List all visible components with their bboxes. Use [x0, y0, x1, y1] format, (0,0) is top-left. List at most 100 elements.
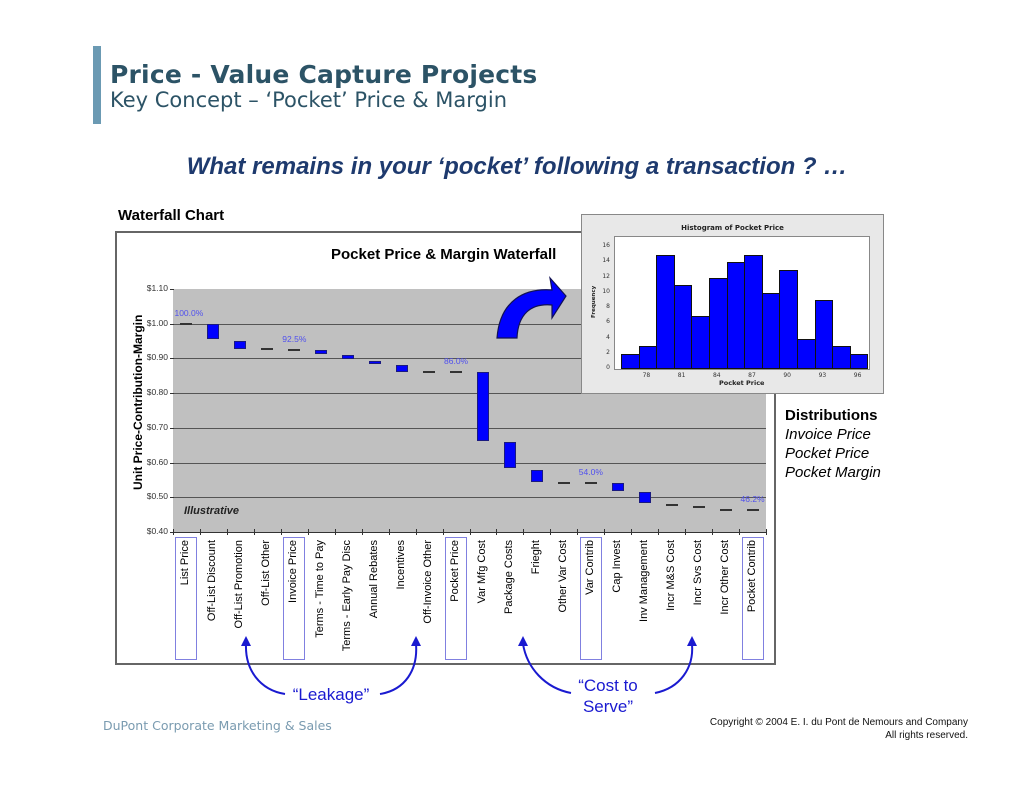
- histogram-y-tick: 8: [606, 303, 610, 310]
- waterfall-level-marker: [261, 348, 274, 351]
- y-tick-label: $0.50: [146, 491, 168, 502]
- slide-subtitle: Key Concept – ‘Pocket’ Price & Margin: [110, 88, 508, 112]
- histogram-bar: [744, 254, 763, 369]
- histogram-y-tick: 4: [606, 333, 610, 341]
- y-tick-mark: [170, 289, 174, 290]
- y-tick-label: $1.00: [146, 317, 168, 328]
- histogram-bar: [761, 292, 781, 369]
- histogram-bar: [621, 353, 640, 369]
- waterfall-bar: [638, 492, 651, 504]
- histogram-x-tick: 84: [712, 372, 721, 379]
- highlight-box: [175, 537, 198, 660]
- histogram-y-tick: 12: [602, 272, 610, 280]
- histogram-bar: [797, 338, 816, 369]
- percentage-annotation: 92.5%: [282, 333, 307, 344]
- percentage-annotation: 86.0%: [444, 356, 469, 367]
- waterfall-level-marker: [719, 509, 732, 512]
- category-label: Terms - Time to Pay: [314, 540, 327, 638]
- histogram-bar: [691, 315, 710, 369]
- x-tick-mark: [550, 529, 552, 535]
- highlight-box: [579, 537, 602, 660]
- category-label: Incr Other Cost: [718, 540, 731, 615]
- waterfall-bar: [369, 360, 382, 364]
- waterfall-bar: [315, 349, 328, 354]
- x-tick-mark: [361, 529, 363, 535]
- y-tick-mark: [170, 462, 174, 464]
- waterfall-section-label: Waterfall Chart: [118, 207, 225, 224]
- title-accent-bar: [93, 46, 101, 124]
- x-tick-mark: [739, 529, 741, 535]
- category-label: Off-List Promotion: [233, 540, 246, 629]
- y-tick-mark: [170, 358, 174, 360]
- x-tick-mark: [658, 529, 660, 535]
- histogram-plot-area: [614, 236, 870, 370]
- y-tick-label: $0.90: [146, 352, 168, 363]
- y-tick-mark: [170, 323, 174, 325]
- waterfall-level-marker: [746, 509, 759, 512]
- category-label: Pocket Contrib: [745, 540, 758, 613]
- x-tick-mark: [253, 529, 255, 535]
- histogram-bar: [779, 269, 798, 369]
- y-tick-label: $0.70: [146, 421, 168, 432]
- histogram-y-tick: 16: [602, 242, 610, 249]
- x-tick-mark: [280, 529, 282, 535]
- distributions-heading: Distributions: [785, 407, 878, 424]
- x-tick-mark: [173, 529, 174, 535]
- gridline: [173, 323, 766, 325]
- category-label: Terms - Early Pay Disc: [341, 540, 354, 652]
- highlight-box: [283, 537, 306, 660]
- highlight-box: [741, 537, 764, 660]
- illustrative-label: Illustrative: [184, 505, 240, 517]
- percentage-annotation: 46.2%: [740, 494, 765, 505]
- x-tick-mark: [577, 529, 579, 535]
- highlight-box: [445, 537, 468, 660]
- waterfall-bar: [207, 323, 220, 340]
- waterfall-level-marker: [584, 482, 597, 485]
- histogram-bar: [814, 300, 834, 369]
- y-tick-mark: [170, 497, 174, 499]
- x-tick-mark: [766, 529, 767, 535]
- histogram-bar: [673, 285, 693, 369]
- histogram-x-tick: 87: [748, 372, 756, 379]
- y-tick-mark: [170, 393, 174, 395]
- copyright-line: Copyright © 2004 E. I. du Pont de Nemour…: [709, 717, 968, 728]
- waterfall-level-marker: [557, 482, 570, 485]
- histogram-y-tick: 6: [606, 318, 610, 326]
- waterfall-bar: [476, 372, 489, 441]
- histogram-x-tick: 93: [818, 372, 827, 379]
- waterfall-bar: [396, 364, 409, 372]
- x-tick-mark: [307, 529, 309, 535]
- histogram-y-tick: 0: [606, 364, 610, 371]
- x-tick-mark: [469, 529, 471, 535]
- waterfall-bar: [342, 354, 355, 360]
- distribution-pocket-margin: Pocket Margin: [785, 464, 881, 481]
- category-label: Cap Invest: [610, 540, 623, 593]
- x-tick-mark: [631, 529, 633, 535]
- rights-line: All rights reserved.: [885, 730, 968, 741]
- category-label: Incentives: [395, 540, 408, 590]
- cost-to-serve-callout-line1: “Cost to: [578, 676, 638, 695]
- category-label: Off-Invoice Other: [422, 540, 435, 624]
- histogram-bar: [709, 277, 728, 369]
- category-label: Invoice Price: [287, 540, 300, 603]
- category-label: Incr M&S Cost: [664, 540, 677, 611]
- histogram-bar: [638, 346, 658, 369]
- slide-question: What remains in your ‘pocket’ following …: [186, 153, 848, 180]
- waterfall-chart-title: Pocket Price & Margin Waterfall: [331, 246, 557, 263]
- histogram-x-tick: 81: [677, 372, 686, 379]
- category-label: Annual Rebates: [368, 540, 381, 619]
- x-tick-mark: [685, 529, 687, 535]
- histogram-y-label: Frequency: [591, 285, 597, 318]
- category-label: Frieght: [529, 540, 542, 575]
- x-tick-mark: [496, 529, 498, 535]
- histogram-title: Histogram of Pocket Price: [681, 224, 784, 232]
- category-label: Incr Svs Cost: [691, 540, 704, 606]
- x-tick-mark: [523, 529, 525, 535]
- y-tick-label: $0.60: [146, 456, 168, 467]
- x-tick-mark: [604, 529, 606, 535]
- waterfall-level-marker: [450, 371, 463, 374]
- gridline: [173, 393, 766, 395]
- x-tick-mark: [712, 529, 714, 535]
- category-label: Off-List Discount: [206, 540, 219, 622]
- histogram-x-tick: 90: [783, 372, 791, 379]
